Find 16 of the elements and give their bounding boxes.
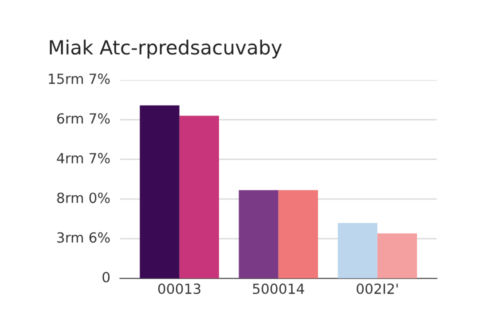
bar <box>377 233 417 278</box>
x-tick-label: 002I2' <box>356 284 398 294</box>
bar <box>140 105 180 278</box>
x-tick-label: 500014 <box>252 284 304 294</box>
bar <box>238 190 278 278</box>
text: 15rm 7% <box>48 74 110 84</box>
text: 4rm 7% <box>56 152 110 164</box>
bar <box>278 190 318 278</box>
text: 8rm 0% <box>57 192 110 204</box>
bar <box>338 223 378 278</box>
text: 3rm 6% <box>57 232 110 243</box>
text: 6rm 7% <box>57 113 110 124</box>
text: 0 <box>102 272 110 282</box>
bar <box>179 116 219 278</box>
x-tick-label: 00013 <box>158 284 200 294</box>
chart-title: Miak Atc-rpredsacuvaby <box>50 40 282 58</box>
